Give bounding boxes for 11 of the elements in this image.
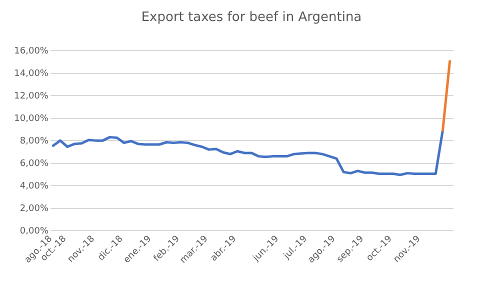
y-tick-label: 10,00% (14, 114, 49, 124)
line-series (52, 129, 444, 176)
y-tick-label: 8,00% (20, 136, 49, 146)
y-tick-label: 4,00% (20, 182, 49, 192)
y-tick-label: 0,00% (20, 226, 49, 236)
chart-title: Export taxes for beef in Argentina (141, 10, 362, 25)
y-tick-label: 12,00% (14, 92, 49, 102)
y-tick-label: 2,00% (20, 204, 49, 214)
y-tick-label: 6,00% (20, 159, 49, 169)
y-tick-label: 14,00% (14, 69, 49, 79)
y-tick-label: 16,00% (14, 46, 49, 56)
